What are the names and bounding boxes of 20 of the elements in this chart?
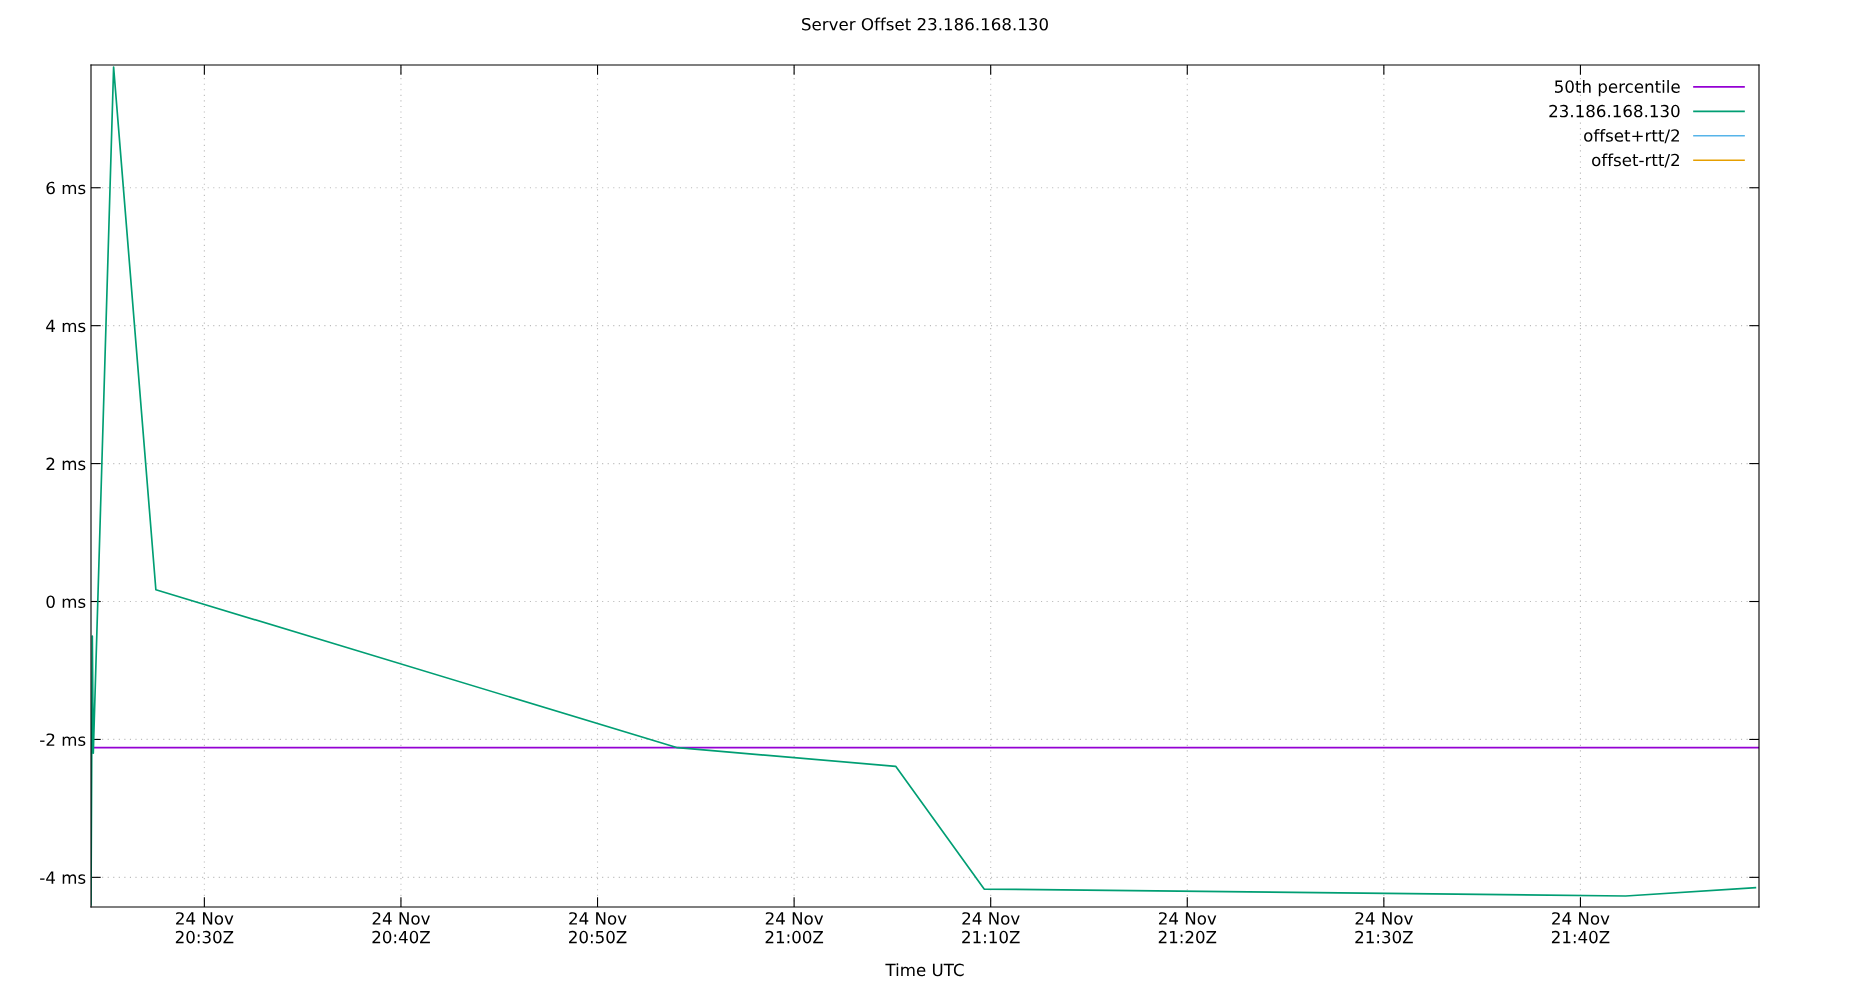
y-tick-label: 6 ms [46,181,86,195]
chart-title: Server Offset 23.186.168.130 [802,17,1048,31]
legend-label: offset+rtt/2 [1584,128,1679,144]
x-tick-label: 24 Nov 21:00Z [765,912,824,944]
x-tick-label: 24 Nov 20:50Z [569,912,627,944]
legend-label: offset-rtt/2 [1592,153,1679,168]
legend-label: 50th percentile [1555,80,1680,97]
y-tick-label: 2 ms [46,457,86,471]
y-tick-label: 0 ms [46,595,86,609]
y-tick-label: -2 ms [40,733,86,746]
x-tick-label: 24 Nov 21:30Z [1355,912,1413,944]
x-tick-label: 24 Nov 20:30Z [175,912,234,944]
legend-label: 23.186.168.130 [1549,104,1680,118]
y-tick-label: -4 ms [40,871,86,884]
x-tick-label: 24 Nov 21:20Z [1158,912,1217,944]
y-tick-label: 4 ms [46,319,86,333]
x-tick-label: 24 Nov 21:40Z [1551,912,1610,944]
x-tick-label: 24 Nov 20:40Z [372,912,430,944]
x-tick-label: 24 Nov 21:10Z [962,912,1020,944]
x-axis-title: Time UTC [885,963,964,977]
